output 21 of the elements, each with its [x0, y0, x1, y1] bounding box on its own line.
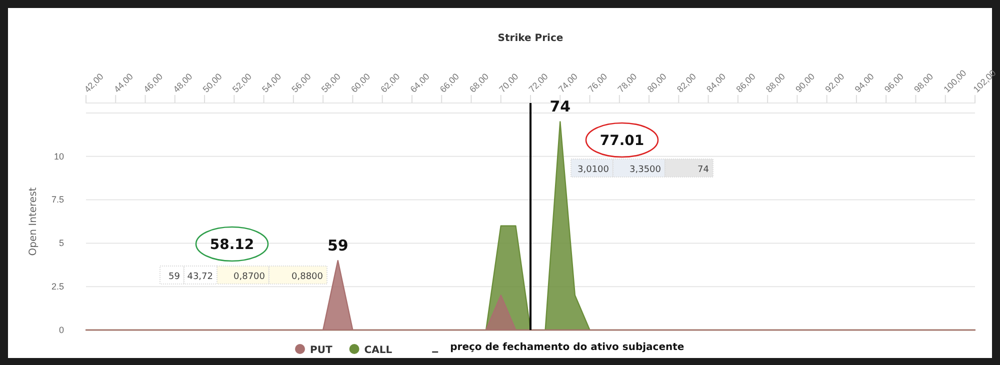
annotation: 59 [168, 272, 180, 282]
y-axis-title: Open Interest [28, 187, 39, 256]
annotation: 74 [550, 98, 571, 116]
annotation: 3,0100 [578, 165, 610, 175]
annotation: 0,8800 [292, 272, 324, 282]
y-tick-label: 5 [58, 238, 64, 248]
legend-label: preço de fechamento do ativo subjacente [450, 342, 684, 353]
y-tick-label: 10 [54, 151, 64, 162]
legend-label: PUT [310, 345, 332, 356]
legend-label: CALL [364, 345, 393, 356]
x-axis-title: Strike Price [498, 33, 564, 44]
annotation: 3,3500 [630, 165, 662, 175]
y-tick-label: 2.5 [51, 281, 64, 292]
annotation: 59 [327, 236, 348, 255]
annotation: 58.12 [210, 237, 254, 253]
y-tick-label: 0 [58, 324, 64, 335]
annotation: 77.01 [600, 133, 644, 149]
annotation: 74 [698, 165, 710, 175]
annotation: 0,8700 [234, 272, 266, 282]
annotation: 43,72 [187, 272, 213, 282]
y-tick-label: 7.5 [51, 194, 64, 205]
